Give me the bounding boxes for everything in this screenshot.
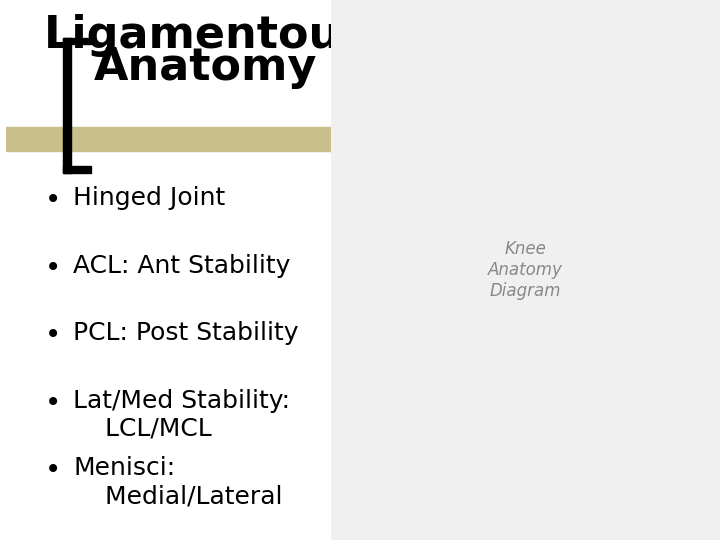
Text: Hinged Joint: Hinged Joint — [73, 186, 226, 210]
Text: Anatomy: Anatomy — [94, 46, 318, 89]
Text: Knee
Anatomy
Diagram: Knee Anatomy Diagram — [488, 240, 563, 300]
Text: •: • — [45, 254, 61, 282]
Bar — [6, 127, 348, 151]
Text: ACL: Ant Stability: ACL: Ant Stability — [73, 254, 291, 278]
Bar — [334, 0, 720, 540]
Text: •: • — [45, 186, 61, 214]
Bar — [63, 38, 71, 173]
Text: •: • — [45, 456, 61, 484]
Bar — [63, 166, 91, 173]
Text: Menisci:
    Medial/Lateral: Menisci: Medial/Lateral — [73, 456, 283, 508]
Text: •: • — [45, 389, 61, 417]
Text: Lat/Med Stability:
    LCL/MCL: Lat/Med Stability: LCL/MCL — [73, 389, 290, 441]
Text: PCL: Post Stability: PCL: Post Stability — [73, 321, 299, 345]
Bar — [63, 38, 91, 44]
Text: •: • — [45, 321, 61, 349]
Text: Ligamentous: Ligamentous — [44, 14, 367, 57]
